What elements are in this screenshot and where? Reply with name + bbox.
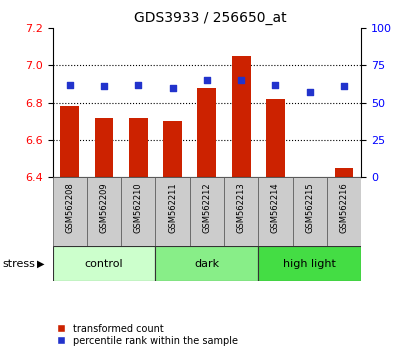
Bar (94, 118, 113, 177)
Bar (121, 177, 155, 246)
Text: stress: stress (2, 259, 35, 269)
Point (101, 84, 108, 89)
Text: GSM562213: GSM562213 (236, 183, 246, 233)
Bar (258, 177, 293, 246)
Bar (293, 177, 327, 246)
Text: GDS3933 / 256650_at: GDS3933 / 256650_at (134, 11, 286, 25)
Point (204, 78, 210, 83)
Bar (52, 246, 155, 281)
Bar (266, 99, 285, 177)
Bar (87, 177, 121, 246)
Bar (155, 246, 258, 281)
Legend: transformed count, percentile rank within the sample: transformed count, percentile rank withi… (58, 324, 238, 346)
Point (272, 82, 279, 88)
Bar (197, 88, 216, 177)
Text: high light: high light (284, 259, 336, 269)
Text: GSM562212: GSM562212 (202, 183, 211, 233)
Text: dark: dark (194, 259, 219, 269)
Text: GSM562209: GSM562209 (100, 183, 108, 233)
Text: GSM562215: GSM562215 (305, 183, 314, 233)
Point (66, 82, 73, 88)
Text: GSM562211: GSM562211 (168, 183, 177, 233)
Point (307, 90, 313, 95)
Bar (190, 177, 224, 246)
Point (238, 78, 244, 83)
Bar (60, 107, 79, 177)
Point (169, 85, 176, 91)
Bar (129, 118, 148, 177)
Text: GSM562210: GSM562210 (134, 183, 143, 233)
Bar (335, 168, 354, 177)
Bar (52, 177, 87, 246)
Text: GSM562208: GSM562208 (65, 183, 74, 233)
Point (341, 84, 347, 89)
Bar (224, 177, 258, 246)
Text: control: control (85, 259, 123, 269)
Bar (155, 177, 190, 246)
Text: ▶: ▶ (37, 259, 44, 269)
Bar (232, 56, 251, 177)
Text: GSM562214: GSM562214 (271, 183, 280, 233)
Bar (327, 177, 361, 246)
Text: GSM562216: GSM562216 (339, 183, 349, 233)
Point (135, 82, 142, 88)
Bar (258, 246, 361, 281)
Bar (163, 121, 182, 177)
